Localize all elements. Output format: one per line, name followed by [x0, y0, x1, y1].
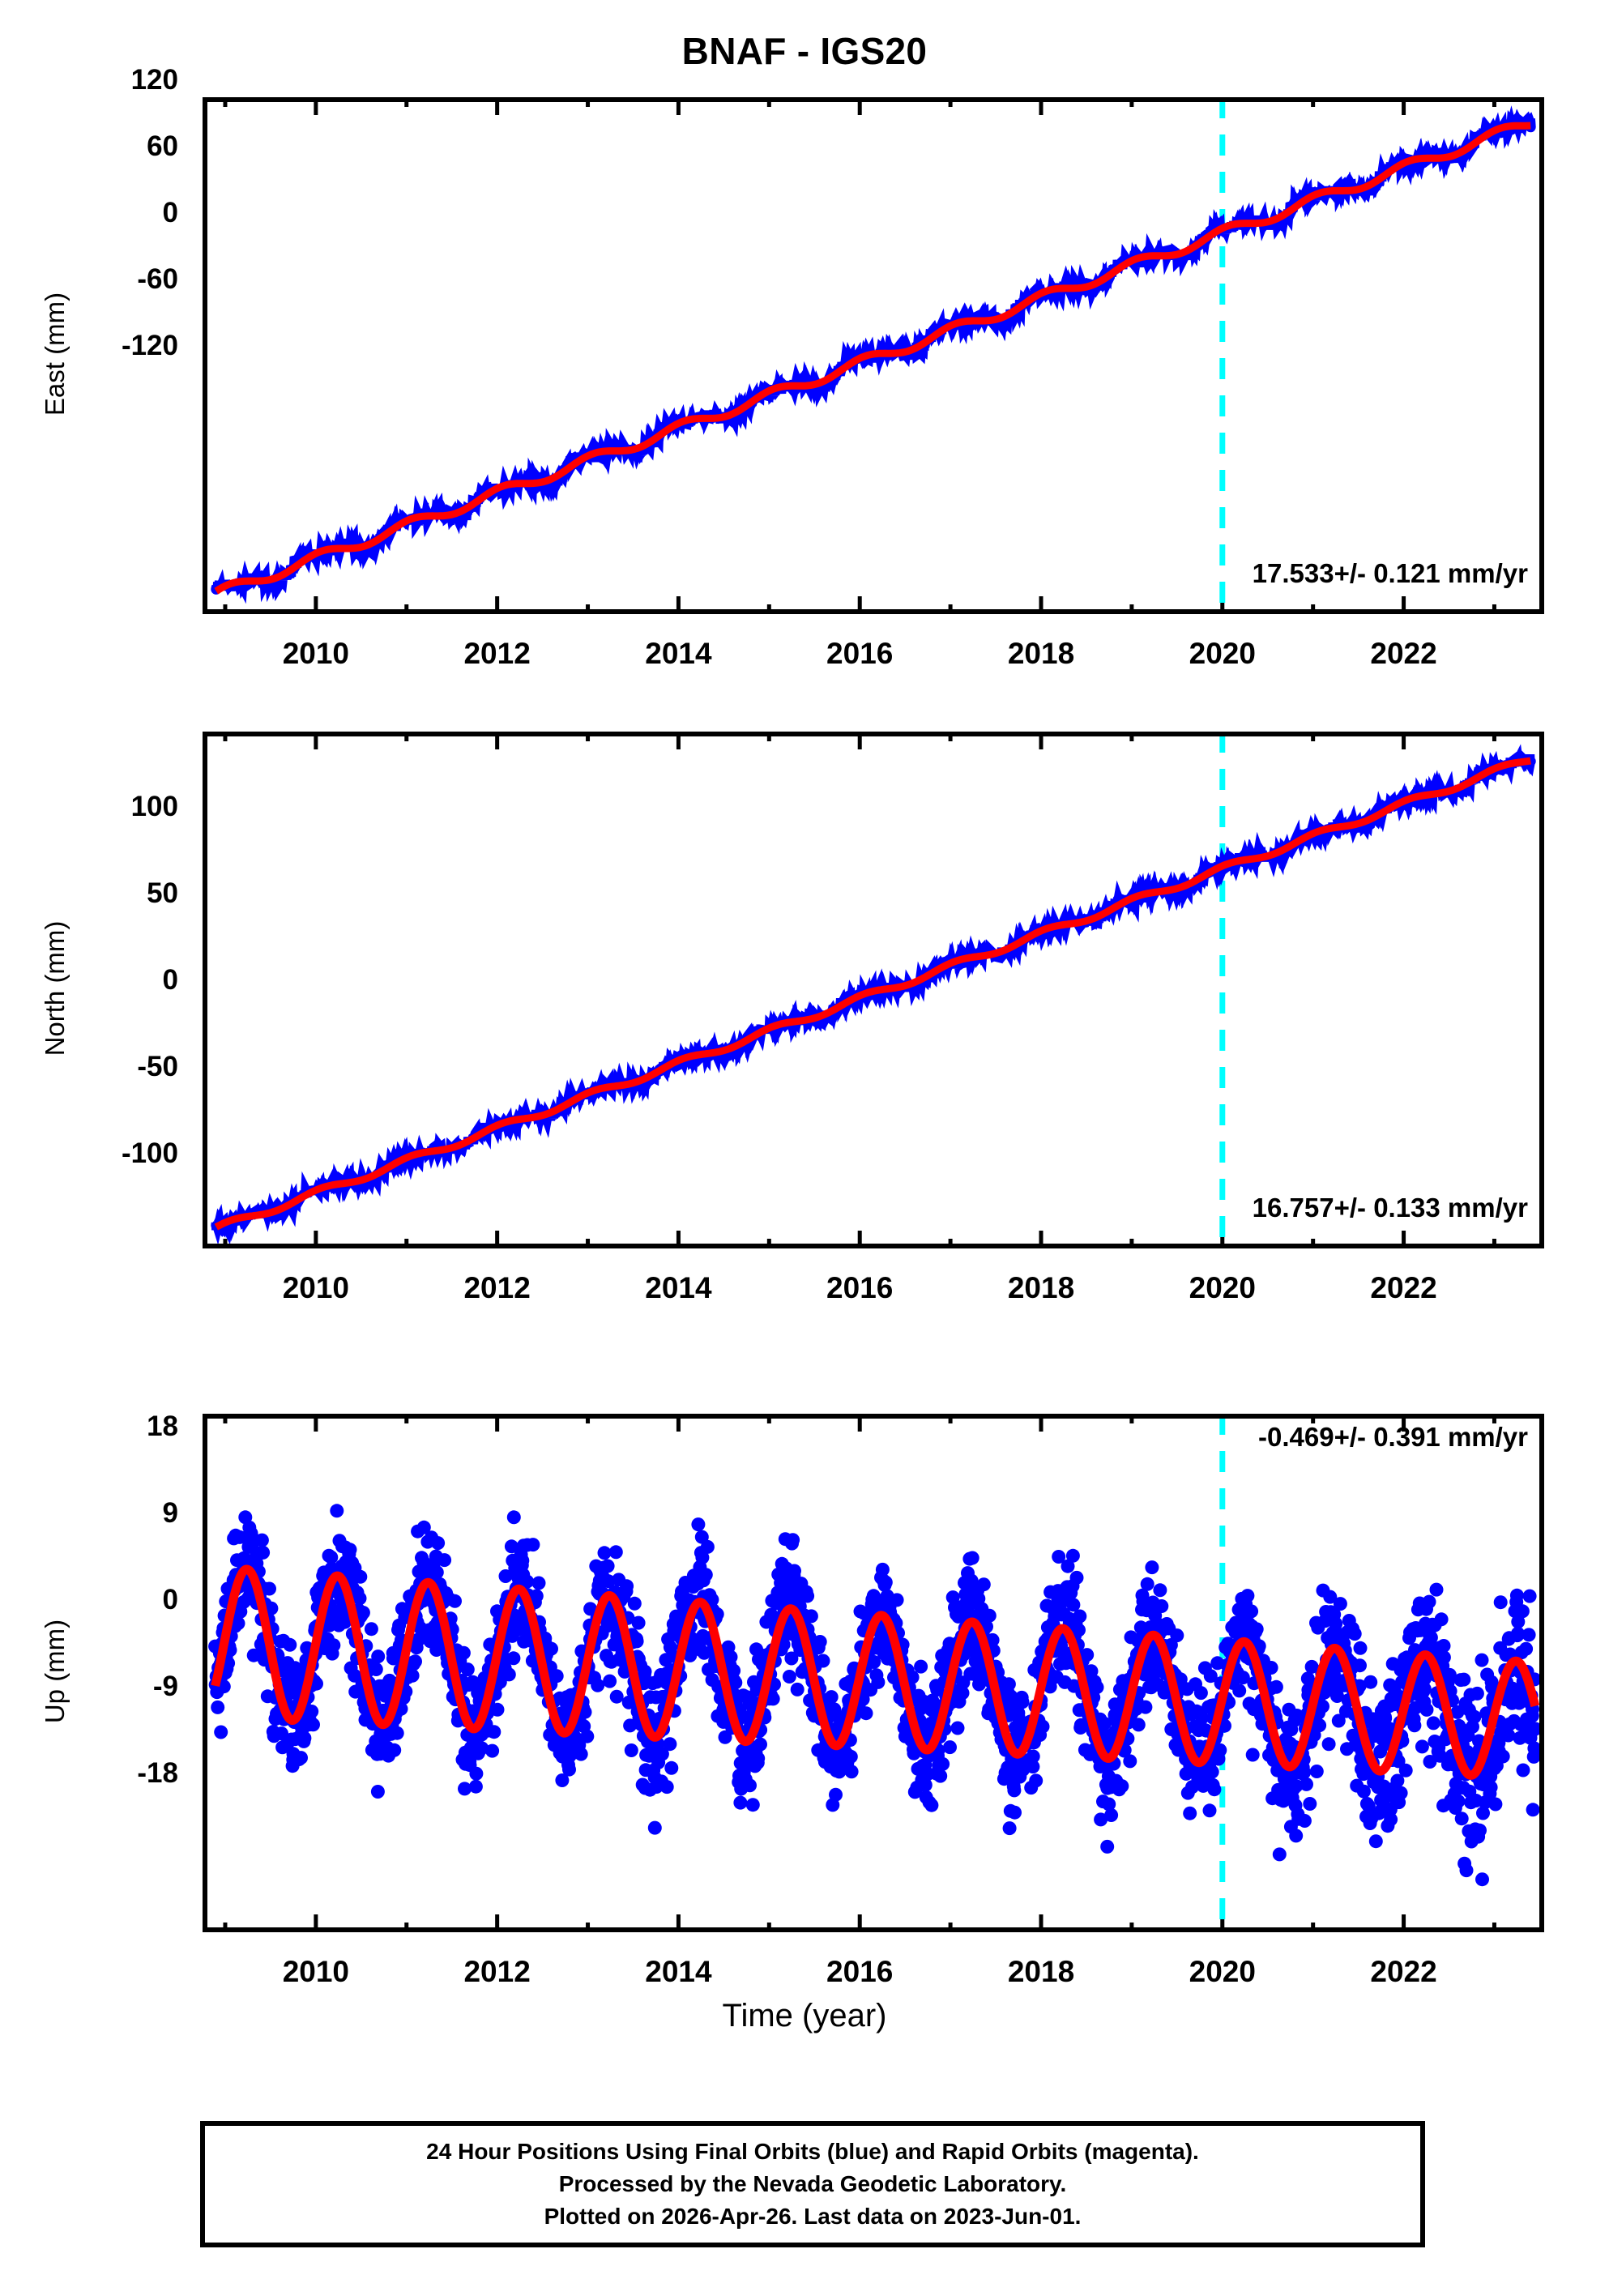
model-fit-line — [211, 1564, 1540, 1780]
up-ytick: 0 — [162, 1584, 178, 1615]
north-ytick: 50 — [147, 877, 178, 909]
east-axes-frame — [203, 97, 1544, 614]
x-tick-label: 2022 — [1370, 1271, 1437, 1304]
x-tick-label: 2020 — [1189, 1955, 1256, 1988]
north-ytick: 0 — [162, 964, 178, 996]
up-axes-frame — [203, 1414, 1544, 1932]
east-ytick: -60 — [137, 263, 178, 295]
caption-box: 24 Hour Positions Using Final Orbits (bl… — [200, 2121, 1425, 2247]
north-ytick: 100 — [130, 791, 178, 822]
east-ytick: 120 — [130, 64, 178, 96]
x-tick-label: 2010 — [282, 1271, 350, 1304]
up-ytick: 18 — [147, 1410, 178, 1442]
east-rate-annotation: 17.533+/- 0.121 mm/yr — [1252, 558, 1528, 588]
x-tick-label: 2012 — [463, 1955, 531, 1988]
caption-line-1: 24 Hour Positions Using Final Orbits (bl… — [426, 2139, 1199, 2165]
east-ytick: -120 — [121, 330, 178, 361]
north-ytick: -50 — [137, 1051, 178, 1082]
x-tick-label: 2016 — [826, 1955, 894, 1988]
x-tick-label: 2014 — [645, 1955, 712, 1988]
caption-line-2: Processed by the Nevada Geodetic Laborat… — [558, 2171, 1067, 2197]
model-fit-line — [214, 757, 1531, 1231]
north-rate-annotation: 16.757+/- 0.133 mm/yr — [1252, 1193, 1528, 1223]
x-tick-label: 2018 — [1007, 1955, 1075, 1988]
east-plot-area — [211, 97, 1536, 614]
x-tick-label: 2016 — [826, 1271, 894, 1304]
panel-east — [203, 97, 1544, 614]
x-tick-label: 2010 — [282, 1955, 350, 1988]
north-plot-area — [211, 732, 1536, 1248]
page-title: BNAF - IGS20 — [681, 30, 928, 72]
up-plot-area — [208, 1414, 1543, 1932]
x-tick-label: 2014 — [645, 637, 712, 670]
x-tick-label: 2018 — [1007, 637, 1075, 670]
panel-up — [203, 1414, 1544, 1932]
x-axis-label: Time (year) — [722, 1998, 887, 2034]
north-ytick: -100 — [121, 1137, 178, 1169]
x-tick-label: 2010 — [282, 637, 350, 670]
up-ytick: 9 — [162, 1497, 178, 1529]
model-fit-line — [214, 122, 1531, 595]
east-ytick: 60 — [147, 130, 178, 162]
x-tick-label: 2016 — [826, 637, 894, 670]
up-ytick: -18 — [137, 1757, 178, 1789]
x-tick-label: 2020 — [1189, 1271, 1256, 1304]
x-tick-label: 2012 — [463, 1271, 531, 1304]
caption-line-3: Plotted on 2026-Apr-26. Last data on 202… — [544, 2203, 1082, 2229]
x-tick-label: 2018 — [1007, 1271, 1075, 1304]
north-axes-frame — [203, 732, 1544, 1248]
up-rate-annotation: -0.469+/- 0.391 mm/yr — [1258, 1422, 1528, 1452]
east-ytick: 0 — [162, 197, 178, 228]
x-tick-label: 2022 — [1370, 637, 1437, 670]
x-tick-label: 2012 — [463, 637, 531, 670]
x-tick-label: 2020 — [1189, 637, 1256, 670]
panel-north — [203, 732, 1544, 1248]
x-tick-label: 2014 — [645, 1271, 712, 1304]
x-tick-label: 2022 — [1370, 1955, 1437, 1988]
up-ytick: -9 — [152, 1671, 178, 1702]
